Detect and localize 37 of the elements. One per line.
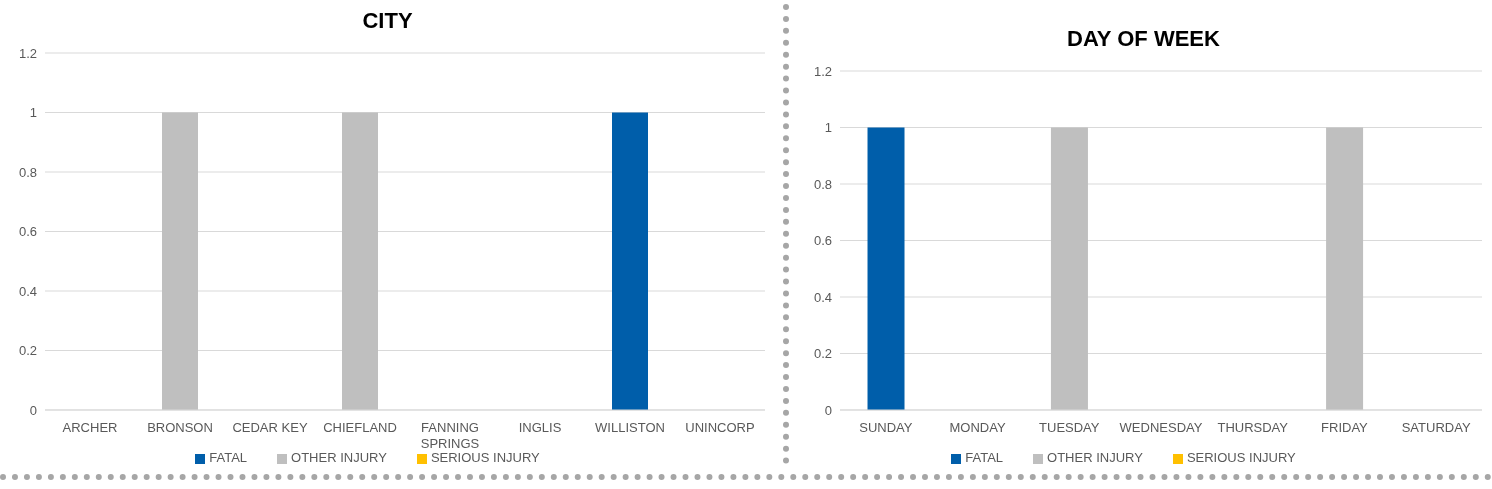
x-tick-label: FRIDAY xyxy=(1321,420,1369,435)
y-tick-label: 0.2 xyxy=(813,346,832,362)
y-tick-label: 1.2 xyxy=(813,63,832,79)
x-tick-label: CHIEFLAND xyxy=(323,420,397,435)
legend-label: SERIOUS INJURY xyxy=(430,450,540,465)
x-tick-label: SATURDAY xyxy=(1401,420,1471,435)
x-tick-label: MONDAY xyxy=(949,420,1006,435)
x-tick-label: TUESDAY xyxy=(1039,420,1100,435)
y-tick-label: 1 xyxy=(29,105,37,121)
x-tick-label: ARCHER xyxy=(62,420,118,435)
y-tick-label: 0.4 xyxy=(813,289,832,305)
legend-label: OTHER INJURY xyxy=(1047,450,1143,465)
legend-label: OTHER INJURY xyxy=(291,450,387,465)
y-tick-label: 0.6 xyxy=(813,233,832,249)
y-tick-label: 1 xyxy=(824,120,832,136)
legend-label: FATAL xyxy=(965,450,1004,465)
x-tick-label: BRONSON xyxy=(147,420,213,435)
y-tick-label: 0.4 xyxy=(18,283,37,299)
x-tick-label: WEDNESDAY xyxy=(1119,420,1203,435)
x-tick-label: INGLIS xyxy=(518,420,562,435)
y-tick-label: 0.8 xyxy=(813,176,832,192)
x-tick-label: UNINCORP xyxy=(685,420,755,435)
y-tick-label: 0 xyxy=(824,402,832,418)
y-tick-label: 0 xyxy=(29,402,37,418)
y-tick-label: 1.2 xyxy=(18,45,37,61)
y-tick-label: 0.2 xyxy=(18,343,37,359)
x-tick-label: THURSDAY xyxy=(1217,420,1289,435)
chart-title: DAY OF WEEK xyxy=(1066,26,1221,52)
x-tick-label: CEDAR KEY xyxy=(232,420,308,435)
y-tick-label: 0.8 xyxy=(18,164,37,180)
legend-label: FATAL xyxy=(209,450,248,465)
y-tick-label: 0.6 xyxy=(18,224,37,240)
x-tick-label: FANNING SPRINGS xyxy=(420,420,480,451)
chart-title: CITY xyxy=(361,8,414,34)
legend-label: SERIOUS INJURY xyxy=(1186,450,1296,465)
x-tick-label: WILLISTON xyxy=(595,420,665,435)
x-tick-label: SUNDAY xyxy=(859,420,913,435)
